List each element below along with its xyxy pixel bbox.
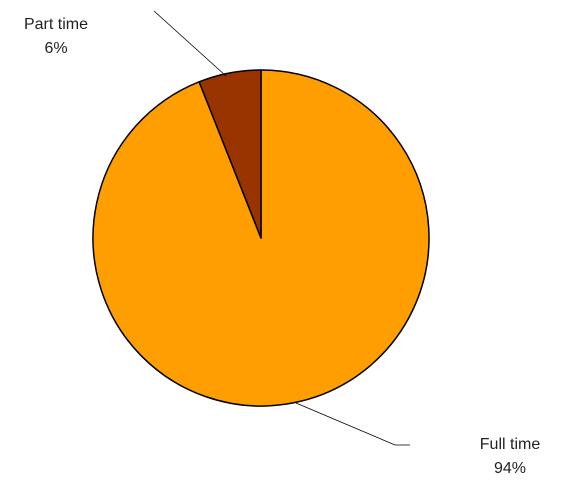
leader-line-part-time xyxy=(153,10,227,77)
data-label-value: 6% xyxy=(44,40,68,57)
pie-slice-part-time xyxy=(198,69,262,239)
data-label-full-time: Full time 94% xyxy=(462,433,558,481)
pie-slices xyxy=(92,69,430,407)
data-label-part-time: Part time 6% xyxy=(0,13,112,61)
data-label-name: Full time xyxy=(479,436,541,453)
leader-lines xyxy=(153,10,410,446)
data-label-name: Part time xyxy=(23,16,88,33)
leader-line-full-time xyxy=(295,402,410,446)
data-label-value: 94% xyxy=(493,460,527,477)
